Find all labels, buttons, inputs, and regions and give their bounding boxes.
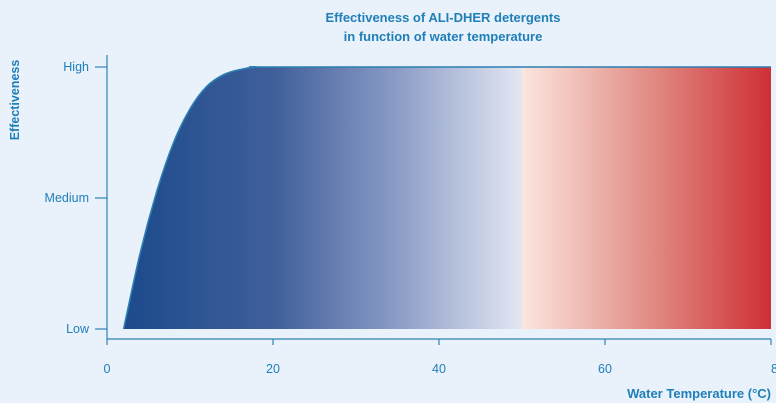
x-tick-label: 80 xyxy=(771,362,776,376)
y-tick-label: Low xyxy=(66,322,90,336)
x-tick-label: 20 xyxy=(266,362,280,376)
cold-region-fill xyxy=(123,66,523,330)
y-ticks: Low Medium High xyxy=(45,60,107,336)
chart-title-line-1: Effectiveness of ALI-DHER detergents xyxy=(325,10,560,25)
x-tick-label: 60 xyxy=(598,362,612,376)
y-axis-label: Effectiveness xyxy=(8,60,22,141)
y-tick-label: Medium xyxy=(45,191,89,205)
chart-title-line-2: in function of water temperature xyxy=(344,29,543,44)
x-ticks: 0 20 40 60 80 xyxy=(104,339,776,376)
effectiveness-curve xyxy=(122,66,771,330)
x-axis-label: Water Temperature (°C) xyxy=(627,386,771,401)
x-tick-label: 0 xyxy=(104,362,111,376)
effectiveness-area xyxy=(123,66,771,330)
y-tick-label: High xyxy=(63,60,89,74)
warm-region-fill xyxy=(522,66,771,330)
x-tick-label: 40 xyxy=(432,362,446,376)
